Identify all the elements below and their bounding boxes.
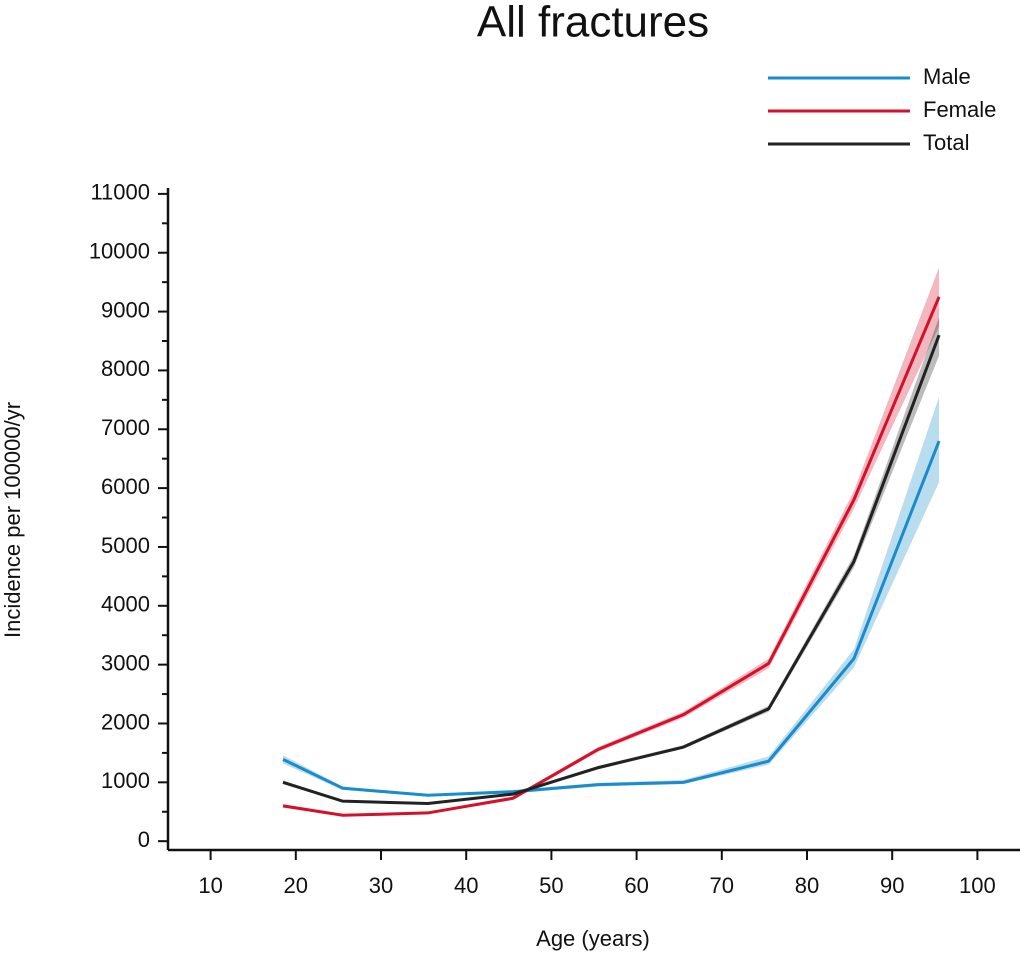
y-tick-label: 11000 bbox=[90, 180, 150, 205]
y-tick-label: 8000 bbox=[101, 356, 150, 381]
x-tick-label: 20 bbox=[284, 873, 308, 898]
x-tick-label: 100 bbox=[959, 873, 996, 898]
y-tick-label: 7000 bbox=[101, 415, 150, 440]
x-tick-label: 80 bbox=[795, 873, 819, 898]
legend-label: Female bbox=[923, 97, 996, 122]
x-tick-label: 70 bbox=[710, 873, 734, 898]
x-tick-label: 50 bbox=[539, 873, 563, 898]
y-tick-label: 5000 bbox=[101, 533, 150, 558]
line bbox=[282, 334, 941, 806]
line bbox=[282, 440, 941, 797]
y-tick-label: 6000 bbox=[101, 474, 150, 499]
x-tick-label: 90 bbox=[880, 873, 904, 898]
x-tick-label: 10 bbox=[198, 873, 222, 898]
y-tick-label: 3000 bbox=[101, 650, 150, 675]
y-tick-label: 1000 bbox=[101, 768, 150, 793]
y-tick-label: 4000 bbox=[101, 592, 150, 617]
y-tick-label: 2000 bbox=[101, 709, 150, 734]
line bbox=[282, 296, 941, 817]
x-tick-label: 40 bbox=[454, 873, 478, 898]
y-tick-label: 10000 bbox=[89, 239, 150, 264]
legend-label: Male bbox=[923, 64, 971, 89]
legend-label: Total bbox=[923, 130, 969, 155]
chart-title: All fractures bbox=[477, 0, 709, 47]
x-tick-label: 60 bbox=[624, 873, 648, 898]
x-tick-label: 30 bbox=[369, 873, 393, 898]
confidence-band bbox=[283, 396, 940, 797]
y-tick-label: 0 bbox=[138, 827, 150, 852]
y-tick-label: 9000 bbox=[101, 297, 150, 322]
x-axis-label: Age (years) bbox=[536, 926, 650, 951]
confidence-band bbox=[283, 267, 940, 817]
confidence-band bbox=[283, 317, 940, 805]
y-axis-label: Incidence per 100000/yr bbox=[0, 402, 25, 638]
